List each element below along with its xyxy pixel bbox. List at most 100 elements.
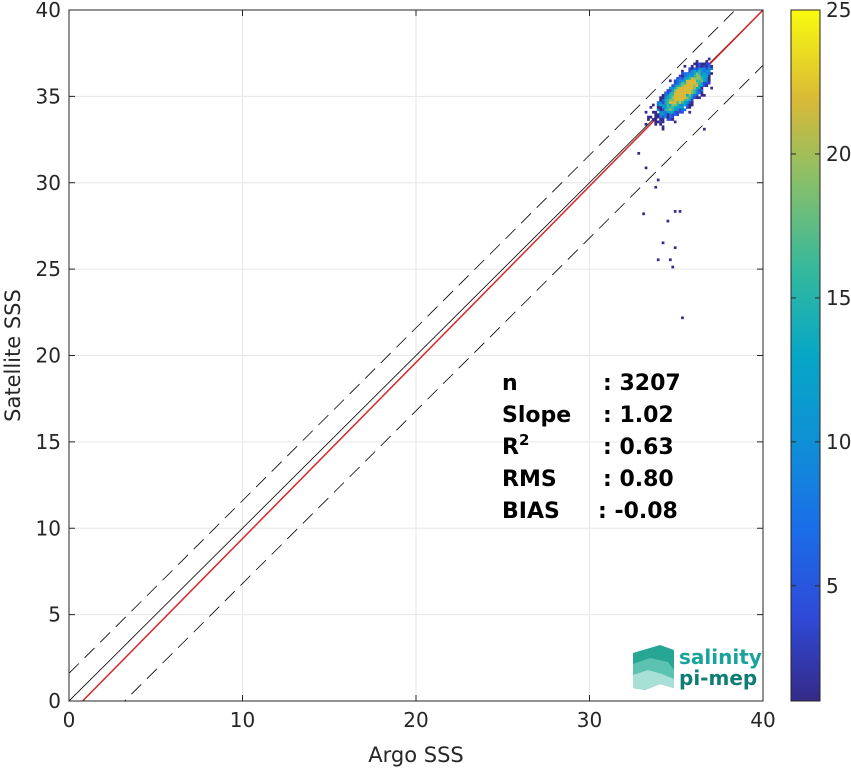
y-tick-label: 5 (48, 603, 61, 627)
density-cell (693, 74, 696, 78)
density-cell (656, 258, 660, 262)
density-cell (690, 86, 694, 90)
density-cell (661, 125, 665, 129)
density-cell (678, 77, 682, 80)
density-cell (695, 81, 699, 85)
density-cell (659, 106, 662, 109)
density-cell (666, 219, 670, 223)
density-cell (693, 89, 696, 92)
density-cell (678, 84, 682, 88)
density-cell (695, 77, 699, 80)
density-cell (698, 64, 701, 68)
density-cell (668, 93, 672, 97)
density-cell (666, 91, 670, 95)
density-cell (671, 106, 675, 109)
density-cell (654, 118, 658, 121)
density-cell (681, 98, 684, 102)
density-cell (707, 77, 711, 80)
y-tick-label: 15 (36, 430, 61, 454)
density-cell (664, 113, 667, 117)
density-cell (659, 110, 662, 114)
logo-line2: pi-mep (679, 666, 757, 690)
density-cell (666, 118, 670, 121)
density-cell (671, 91, 675, 95)
density-cell (681, 91, 684, 95)
density-cell (671, 103, 675, 107)
density-cell (702, 84, 706, 88)
density-cell (673, 91, 677, 95)
y-tick-label: 25 (36, 257, 61, 281)
density-cell (685, 101, 689, 104)
density-cell (666, 89, 670, 92)
density-cell (707, 69, 711, 73)
density-cell (690, 79, 694, 83)
density-cell (671, 108, 675, 112)
density-cell (668, 110, 672, 114)
density-cell (678, 86, 682, 90)
density-cell (685, 84, 689, 88)
density-cell (676, 96, 679, 100)
density-cell (659, 120, 662, 124)
density-cell (681, 103, 684, 107)
density-cell (668, 96, 672, 100)
density-cell (671, 118, 675, 121)
density-cell (681, 86, 684, 90)
density-cell (678, 98, 682, 102)
density-cell (666, 108, 670, 112)
density-cell (702, 67, 706, 71)
density-cell (707, 74, 711, 78)
y-axis-label: Satellite SSS (1, 289, 25, 422)
density-cell (661, 101, 665, 104)
density-cell (654, 110, 658, 114)
density-cell (690, 103, 694, 107)
density-cell (676, 98, 679, 102)
density-cell (676, 110, 679, 114)
density-cell (700, 93, 704, 97)
density-cell (683, 86, 687, 90)
density-cell (664, 106, 667, 109)
density-cell (656, 103, 660, 107)
density-cell (654, 122, 658, 126)
regression-line (81, 10, 763, 701)
density-cell (676, 108, 679, 112)
density-cell (688, 69, 692, 73)
density-cell (673, 79, 677, 83)
stat-value-r: : 0.63 (603, 435, 674, 460)
density-cell (698, 89, 701, 92)
density-cell (681, 84, 684, 88)
density-cell (647, 115, 650, 119)
density-cell (698, 91, 701, 95)
density-cell (678, 96, 682, 100)
density-cell (688, 103, 692, 107)
density-cell (673, 246, 677, 250)
density-cell (685, 103, 689, 107)
density-cell (688, 84, 692, 88)
density-cell (705, 69, 709, 73)
density-cell (681, 316, 684, 320)
density-cell (649, 106, 653, 109)
density-cell (664, 108, 667, 112)
density-cell (676, 93, 679, 97)
density-cell (693, 96, 696, 100)
density-cell (668, 103, 672, 107)
density-cell (666, 113, 670, 117)
density-cell (651, 103, 655, 107)
stat-value-bias: : -0.08 (598, 499, 678, 524)
density-cell (671, 110, 675, 114)
density-cell (683, 108, 687, 112)
density-cell (700, 86, 704, 90)
density-cell (673, 106, 677, 109)
x-tick-label: 10 (230, 708, 255, 732)
density-cell (673, 84, 677, 88)
density-cell (690, 101, 694, 104)
density-cell (695, 64, 699, 68)
density-cell (681, 106, 684, 109)
density-cell (698, 77, 701, 80)
density-cell (678, 106, 682, 109)
colorbar-ticks: 5 10 15 20 25 (791, 0, 851, 598)
density-cell (707, 72, 711, 75)
density-cell (695, 60, 699, 63)
density-cell (678, 79, 682, 83)
density-cell (690, 96, 694, 100)
density-cell (666, 103, 670, 107)
